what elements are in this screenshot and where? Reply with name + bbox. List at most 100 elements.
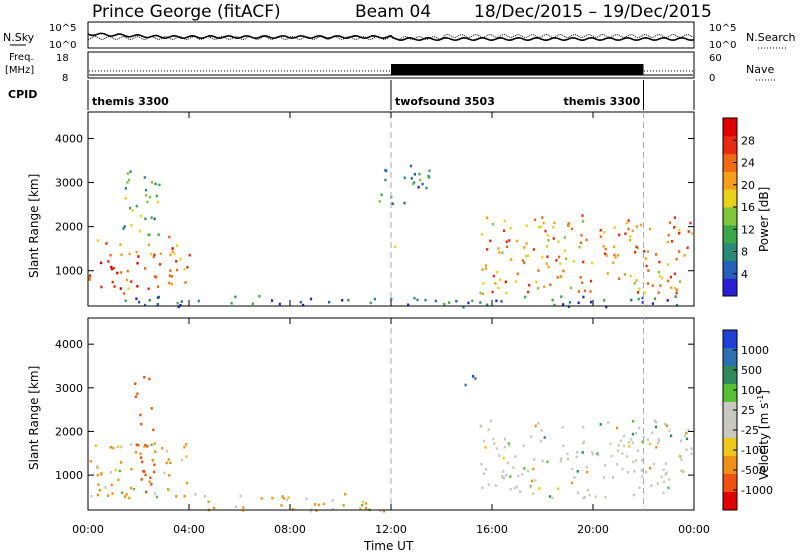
echo-pixel [285,498,289,502]
echo-pixel [143,376,146,379]
echo-pixel [120,461,123,464]
colorbar-tick-label: 28 [741,134,755,147]
echo-pixel [581,451,584,454]
echo-pixel [641,440,644,444]
echo-pixel [513,486,516,490]
echo-pixel [498,251,501,254]
colorbar-tick-label: 1000 [741,344,769,357]
echo-pixel [540,429,543,432]
echo-pixel [579,241,582,244]
echo-pixel [543,285,546,289]
echo-pixel [144,217,147,221]
echo-pixel [538,487,541,490]
echo-pixel [179,304,182,307]
echo-pixel [530,479,533,483]
colorbar-tick-label: -100 [741,444,766,457]
echo-pixel [548,495,552,498]
echo-pixel [124,299,127,303]
echo-pixel [138,229,141,233]
echo-pixel [685,448,688,452]
echo-pixel [665,424,668,427]
echo-pixel [241,509,245,513]
echo-pixel [180,458,184,462]
echo-pixel [134,451,137,454]
echo-pixel [673,226,676,229]
summary-left-tick-top: 10^5 [49,23,76,34]
echo-pixel [480,463,483,466]
echo-pixel [140,456,143,459]
echo-pixel [124,187,127,190]
echo-pixel [675,257,678,261]
echo-pixel [242,506,245,509]
echo-pixel [207,500,210,504]
echo-pixel [527,469,530,473]
echo-pixel [582,440,586,444]
echo-pixel [667,486,670,490]
echo-pixel [525,254,528,258]
colorbar-swatch [723,420,737,439]
echo-pixel [619,439,622,443]
echo-pixel [547,265,550,269]
echo-pixel [638,486,641,489]
y-tick-label: 1000 [55,265,83,278]
echo-pixel [497,286,500,290]
echo-pixel [539,225,542,229]
echo-pixel [136,261,139,265]
echo-pixel [537,225,541,229]
echo-pixel [119,243,122,246]
echo-pixel [638,287,641,291]
echo-pixel [635,245,638,249]
echo-pixel [434,299,437,303]
echo-pixel [361,503,364,507]
colorbar-swatch [723,366,737,385]
colorbar-swatch [723,474,737,493]
echo-pixel [635,459,638,462]
echo-pixel [322,502,325,506]
echo-pixel [503,445,506,449]
echo-pixel [589,279,593,283]
echo-pixel [670,240,674,243]
echo-pixel [123,495,127,498]
echo-pixel [186,266,189,269]
echo-pixel [502,456,505,460]
echo-pixel [612,261,615,265]
echo-pixel [487,428,490,431]
echo-pixel [110,483,113,487]
echo-pixel [624,232,627,235]
y-tick-label: 4000 [55,132,83,145]
echo-pixel [185,481,189,485]
colorbar-swatch [723,492,737,511]
echo-pixel [315,509,318,512]
echo-pixel [586,470,589,474]
cpid-segment-label: twofsound 3503 [395,95,495,108]
echo-pixel [635,279,638,282]
echo-pixel [559,262,562,265]
echo-pixel [183,494,186,498]
colorbar-tick-label: 100 [741,384,762,397]
echo-pixel [278,302,281,306]
echo-pixel [650,484,653,487]
echo-pixel [110,265,113,269]
echo-pixel [167,458,170,461]
echo-pixel [378,200,381,203]
echo-pixel [523,246,526,249]
echo-pixel [129,486,133,490]
echo-pixel [479,291,482,295]
x-tick-label: 08:00 [274,523,306,536]
nave-tick-bottom: 0 [709,73,715,84]
echo-pixel [651,302,654,305]
freq-label-line2: [MHz] [5,65,34,76]
echo-pixel [579,276,582,279]
echo-pixel [626,455,629,458]
echo-pixel [486,248,489,251]
echo-pixel [666,263,670,266]
echo-pixel [567,305,571,308]
echo-pixel [591,451,594,454]
echo-pixel [173,252,176,256]
echo-pixel [163,471,166,475]
echo-pixel [642,435,645,439]
vel-cb-label-exp: -1 [756,395,765,403]
echo-pixel [482,472,486,475]
echo-pixel [135,443,138,447]
